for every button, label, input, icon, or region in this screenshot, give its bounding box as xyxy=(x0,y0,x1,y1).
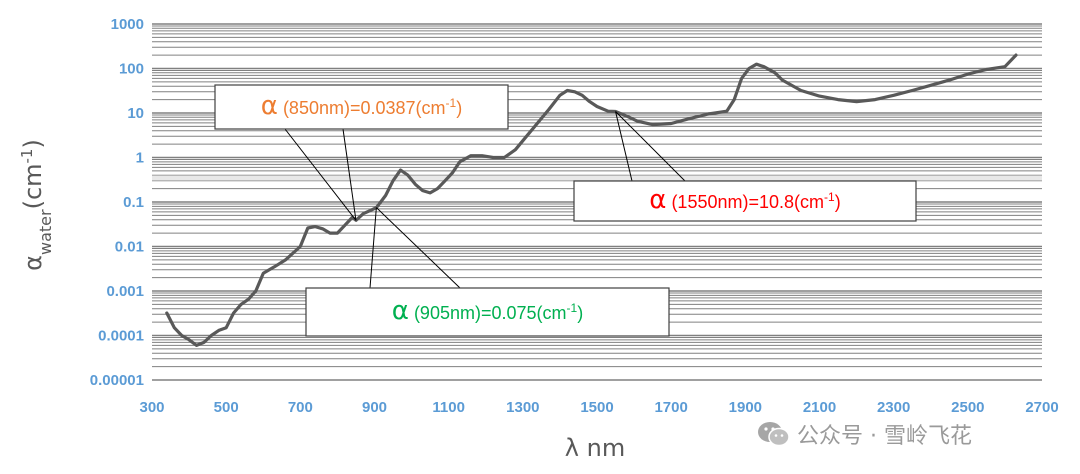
annotation-leader xyxy=(342,128,357,221)
y-tick-label: 0.01 xyxy=(115,239,144,256)
y-tick-label: 1 xyxy=(136,150,144,167)
annotation-callout: α (905nm)=0.075(cm-1) xyxy=(305,207,670,337)
annotation-box xyxy=(214,84,509,130)
x-tick-label: 2700 xyxy=(1025,399,1058,416)
y-tick-label: 0.1 xyxy=(123,194,144,211)
annotation-leader xyxy=(376,207,461,289)
y-axis-title-unit: (cm xyxy=(19,163,47,209)
annotation-callout: α (1550nm)=10.8(cm-1) xyxy=(573,111,917,222)
annotation-box xyxy=(305,287,670,337)
watermark-text: 公众号 · 雪岭飞花 xyxy=(797,424,972,449)
grid-band xyxy=(152,175,1042,181)
series-line xyxy=(165,53,1018,347)
y-axis-title-main: α xyxy=(19,255,47,271)
x-axis-title: λ nm xyxy=(565,434,625,462)
annotation-label: α (1550nm)=10.8(cm-1) xyxy=(649,185,840,215)
x-tick-label: 1900 xyxy=(729,399,762,416)
watermark: 公众号 · 雪岭飞花 xyxy=(757,418,972,450)
wechat-icon xyxy=(758,422,790,447)
y-tick-label: 0.001 xyxy=(106,283,144,300)
x-axis-ticks: 300 500 700 900 1100 1300 1500 1700 1900 2100 2300… xyxy=(139,399,1058,416)
svg-text:αwater(cm-1): αwater(cm-1) xyxy=(18,139,55,271)
series-layer xyxy=(165,53,1018,347)
annotation-leader xyxy=(615,111,633,182)
annotation-leader xyxy=(615,111,686,182)
y-axis-title-close: ) xyxy=(19,139,47,148)
x-tick-label: 1700 xyxy=(654,399,687,416)
x-tick-label: 700 xyxy=(288,399,313,416)
x-tick-label: 1300 xyxy=(506,399,539,416)
y-tick-label: 0.00001 xyxy=(90,372,144,389)
y-tick-label: 100 xyxy=(119,61,144,78)
y-axis-ticks: 1000 100 10 1 0.1 0.01 0.001 0.0001 0.00001 xyxy=(90,16,144,389)
y-tick-label: 1000 xyxy=(111,16,144,33)
y-axis-title: αwater(cm-1) xyxy=(18,139,55,271)
x-tick-label: 2500 xyxy=(951,399,984,416)
x-tick-label: 2300 xyxy=(877,399,910,416)
annotation-layer: α (850nm)=0.0387(cm-1) α (1550nm)=10.8(cm… xyxy=(214,84,917,337)
annotation-callout: α (850nm)=0.0387(cm-1) xyxy=(214,84,509,221)
annotation-label: α (905nm)=0.075(cm-1) xyxy=(392,296,583,326)
x-tick-label: 500 xyxy=(214,399,239,416)
x-tick-label: 2100 xyxy=(803,399,836,416)
y-tick-label: 10 xyxy=(127,105,144,122)
x-tick-label: 1100 xyxy=(432,399,465,416)
y-axis-title-sub: water xyxy=(36,209,55,255)
annotation-box xyxy=(573,180,917,222)
x-tick-label: 300 xyxy=(139,399,164,416)
x-tick-label: 900 xyxy=(362,399,387,416)
y-axis-title-sup: -1 xyxy=(18,149,36,164)
annotation-leader xyxy=(369,207,377,289)
y-tick-label: 0.0001 xyxy=(98,328,144,345)
x-tick-label: 1500 xyxy=(580,399,613,416)
annotation-leader xyxy=(284,128,357,221)
annotation-label: α (850nm)=0.0387(cm-1) xyxy=(261,91,462,121)
